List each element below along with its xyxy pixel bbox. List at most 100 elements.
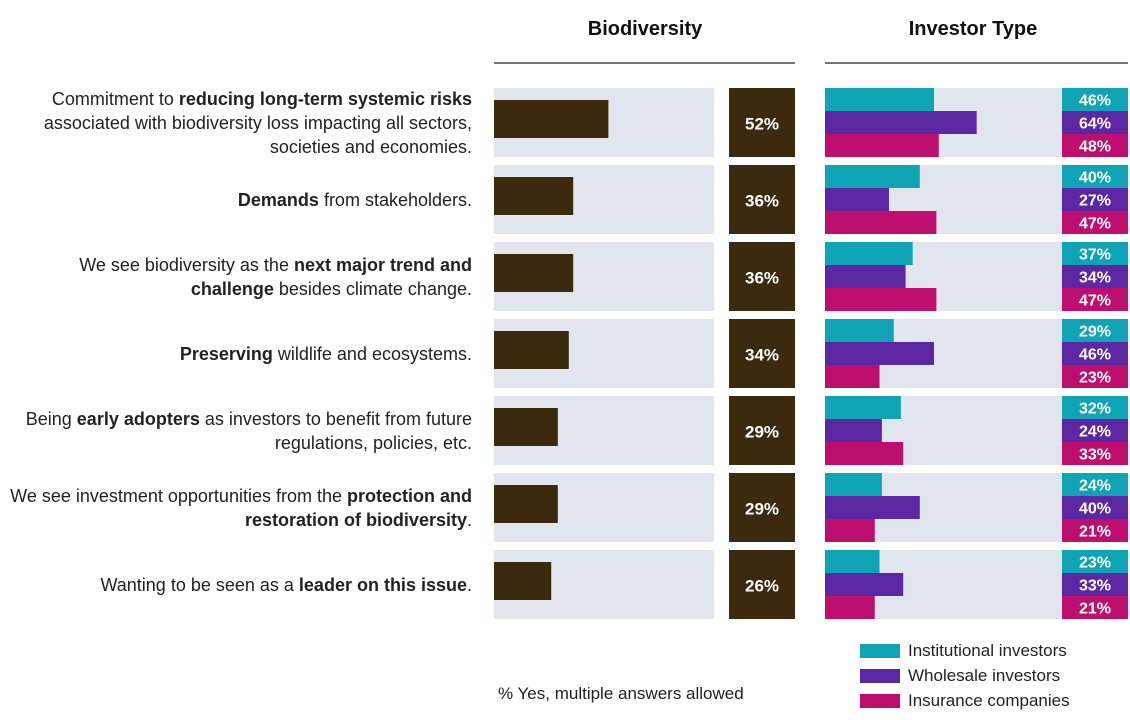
row-label-emphasis-5: early adopters [76,408,200,429]
bar-wholesale-investors-6 [825,496,920,519]
bar-institutional-investors-2 [825,165,920,188]
value-box-wholesale-investors-5 [1062,419,1128,442]
value-box-institutional-investors-2 [1062,165,1128,188]
value-box-insurance-companies-1 [1062,134,1128,157]
value-box-wholesale-investors-7 [1062,573,1128,596]
bio-bar-2 [494,177,574,215]
value-label-wholesale-investors-2: 27% [1079,193,1111,210]
row-label-emphasis-2: Demands [237,189,319,210]
value-label-institutional-investors-5: 32% [1079,401,1111,418]
legend-swatch-institutional-investors [860,644,900,658]
bio-bar-3 [494,254,574,292]
value-box-wholesale-investors-6 [1062,496,1128,519]
legend-label-wholesale-investors: Wholesale investors [908,666,1061,685]
legend-label-institutional-investors: Institutional investors [908,641,1067,660]
row-label-4: Preserving wildlife and ecosystems. [2,342,472,366]
row-label-text-1: Commitment to [51,88,179,109]
bar-insurance-companies-5 [825,442,904,465]
legend-swatch-insurance-companies [860,694,900,708]
bar-wholesale-investors-5 [825,419,882,442]
bar-insurance-companies-6 [825,519,875,542]
bar-insurance-companies-3 [825,288,937,311]
bio-value-label-4: 34% [745,346,779,365]
row-label-text-end-3: besides climate change. [273,278,472,299]
value-label-institutional-investors-3: 37% [1079,247,1111,264]
row-label-text-end-7: . [466,574,472,595]
bar-wholesale-investors-4 [825,342,935,365]
bio-value-box-2 [729,165,795,234]
bar-institutional-investors-5 [825,396,901,419]
legend-swatch-wholesale-investors [860,669,900,683]
bio-value-box-6 [729,473,795,542]
bio-value-label-7: 26% [745,577,779,596]
bar-insurance-companies-7 [825,596,875,619]
value-box-institutional-investors-1 [1062,88,1128,111]
value-label-institutional-investors-6: 24% [1079,478,1111,495]
row-label-text-end-4: wildlife and ecosystems. [272,343,472,364]
bio-value-box-7 [729,550,795,619]
bar-insurance-companies-1 [825,134,939,157]
value-label-wholesale-investors-7: 33% [1079,578,1111,595]
row-label-3: We see biodiversity as the next major tr… [2,253,472,301]
row-label-emphasis-6: protection and restoration of biodiversi… [244,485,472,530]
row-label-text-end-5: as investors to benefit from future regu… [199,408,472,453]
bio-value-box-3 [729,242,795,311]
header-biodiversity: Biodiversity [588,18,703,40]
value-label-institutional-investors-4: 29% [1079,324,1111,341]
row-label-6: We see investment opportunities from the… [2,484,472,532]
row-label-5: Being early adopters as investors to ben… [2,407,472,455]
value-label-insurance-companies-1: 48% [1079,139,1111,156]
row-label-text-end-2: from stakeholders. [318,189,472,210]
row-label-text-3: We see biodiversity as the [79,254,294,275]
value-label-insurance-companies-5: 33% [1079,447,1111,464]
row-label-emphasis-7: leader on this issue [298,574,467,595]
bar-institutional-investors-1 [825,88,935,111]
value-box-wholesale-investors-3 [1062,265,1128,288]
bio-value-label-1: 52% [745,115,779,134]
value-box-institutional-investors-5 [1062,396,1128,419]
row-label-emphasis-3: next major trend and challenge [190,254,472,299]
value-box-institutional-investors-6 [1062,473,1128,496]
value-label-insurance-companies-4: 23% [1079,370,1111,387]
bio-value-label-2: 36% [745,192,779,211]
value-box-insurance-companies-4 [1062,365,1128,388]
chart-note: % Yes, multiple answers allowed [498,684,744,703]
value-box-insurance-companies-6 [1062,519,1128,542]
row-label-emphasis-4: Preserving [179,343,273,364]
value-label-wholesale-investors-3: 34% [1079,270,1111,287]
value-box-wholesale-investors-4 [1062,342,1128,365]
bio-value-label-5: 29% [745,423,779,442]
value-box-insurance-companies-3 [1062,288,1128,311]
value-box-institutional-investors-3 [1062,242,1128,265]
value-box-wholesale-investors-1 [1062,111,1128,134]
bio-value-box-4 [729,319,795,388]
value-box-insurance-companies-5 [1062,442,1128,465]
value-label-wholesale-investors-1: 64% [1079,116,1111,133]
bar-wholesale-investors-7 [825,573,904,596]
value-label-insurance-companies-6: 21% [1079,524,1111,541]
bar-institutional-investors-3 [825,242,913,265]
bar-insurance-companies-2 [825,211,937,234]
value-label-institutional-investors-7: 23% [1079,555,1111,572]
row-label-emphasis-1: reducing long-term systemic risks [178,88,472,109]
bio-value-label-3: 36% [745,269,779,288]
row-label-7: Wanting to be seen as a leader on this i… [2,573,472,597]
bio-value-box-1 [729,88,795,157]
legend-label-insurance-companies: Insurance companies [908,691,1070,710]
value-label-insurance-companies-3: 47% [1079,293,1111,310]
value-label-institutional-investors-2: 40% [1079,170,1111,187]
value-label-wholesale-investors-5: 24% [1079,424,1111,441]
value-label-wholesale-investors-4: 46% [1079,347,1111,364]
value-label-insurance-companies-2: 47% [1079,216,1111,233]
bar-wholesale-investors-1 [825,111,977,134]
bio-value-box-5 [729,396,795,465]
bio-value-label-6: 29% [745,500,779,519]
bar-wholesale-investors-2 [825,188,889,211]
bar-institutional-investors-4 [825,319,894,342]
value-box-insurance-companies-2 [1062,211,1128,234]
header-investor-type: Investor Type [909,18,1038,40]
bar-institutional-investors-7 [825,550,880,573]
row-label-text-end-6: . [466,509,472,530]
row-label-text-6: We see investment opportunities from the [10,485,347,506]
